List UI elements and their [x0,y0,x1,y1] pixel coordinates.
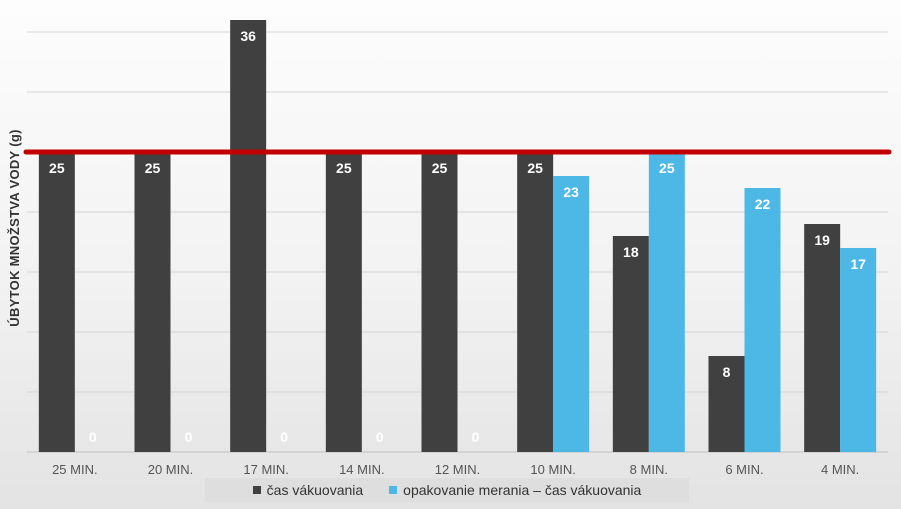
x-tick-label: 20 MIN. [148,462,194,477]
legend-swatch-series-1 [252,486,261,494]
data-label-series-2: 0 [472,429,480,445]
data-label-series-1: 25 [336,160,352,176]
bar-series-1 [708,356,745,452]
bar-series-2 [744,188,781,452]
bar-series-1 [38,152,75,452]
data-label-series-2: 17 [850,256,866,272]
bar-series-2 [840,248,877,452]
x-tick-label: 8 MIN. [630,462,668,477]
data-label-series-1: 8 [723,364,731,380]
legend: čas vákuovania opakovanie merania – čas … [205,478,689,502]
x-tick-label: 10 MIN. [530,462,576,477]
data-label-series-1: 25 [432,160,448,176]
data-label-series-1: 25 [49,160,65,176]
bar-series-1 [325,152,362,452]
data-label-series-1: 36 [240,28,256,44]
data-label-series-2: 23 [563,184,579,200]
legend-label-series-1: čas vákuovania [266,482,364,498]
x-tick-label: 17 MIN. [243,462,289,477]
bar-series-1 [804,224,841,452]
data-label-series-1: 19 [814,232,830,248]
bar-series-1 [134,152,171,452]
data-label-series-2: 22 [755,196,771,212]
x-tick-label: 6 MIN. [725,462,763,477]
bar-series-1 [230,20,267,452]
bar-series-2 [553,176,590,452]
bar-series-1 [517,152,554,452]
bar-series-2 [648,152,685,452]
legend-label-series-2: opakovanie merania – čas vákuovania [403,482,642,498]
data-label-series-1: 18 [623,244,639,260]
x-tick-labels: 25 MIN. 20 MIN. 17 MIN. 14 MIN. 12 MIN. 10 MI… [52,462,859,477]
legend-item-series-1: čas vákuovania [252,482,364,498]
data-label-series-1: 25 [527,160,543,176]
data-labels: 25 0 25 0 36 0 25 0 25 0 25 23 18 25 8 22 19 17 [49,28,866,445]
x-tick-label: 14 MIN. [339,462,385,477]
legend-item-series-2: opakovanie merania – čas vákuovania [389,482,641,498]
data-label-series-2: 0 [185,429,193,445]
bars [38,20,877,452]
data-label-series-1: 25 [145,160,161,176]
data-label-series-2: 0 [280,429,288,445]
data-label-series-2: 0 [89,429,97,445]
data-label-series-2: 0 [376,429,384,445]
y-axis-title: ÚBYTOK MNOŽSTVA VODY (g) [7,129,22,326]
x-tick-label: 4 MIN. [821,462,859,477]
legend-swatch-series-2 [389,486,398,494]
bar-series-1 [421,152,458,452]
bar-series-1 [612,236,649,452]
x-tick-label: 12 MIN. [435,462,481,477]
x-tick-label: 25 MIN. [52,462,98,477]
data-label-series-2: 25 [659,160,675,176]
